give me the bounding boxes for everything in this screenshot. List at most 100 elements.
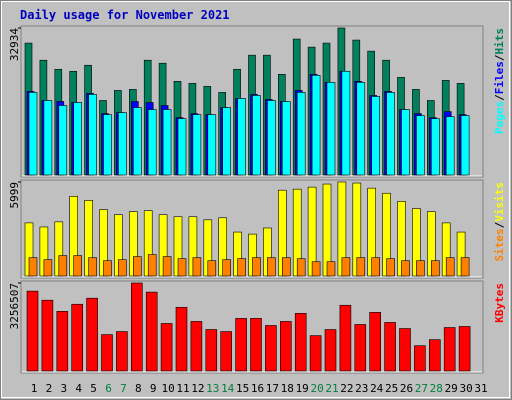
bar (356, 82, 366, 176)
bar (237, 258, 246, 277)
bar (88, 94, 97, 176)
x-tick-label: 16 (251, 382, 264, 395)
legend-entry: Files (493, 61, 506, 94)
bar (162, 109, 172, 176)
bar (430, 260, 440, 277)
bar (205, 329, 218, 372)
bar (131, 282, 143, 372)
x-tick-label: 30 (459, 382, 472, 395)
legend-entry: Pages (493, 101, 506, 134)
bar (103, 260, 112, 277)
bar (26, 290, 39, 372)
x-tick-label: 13 (206, 382, 219, 395)
bar (177, 118, 187, 176)
bar (371, 257, 381, 277)
x-tick-label: 17 (266, 382, 279, 395)
bar (252, 95, 261, 176)
x-tick-label: 14 (221, 382, 235, 395)
x-tick-label: 9 (150, 382, 157, 395)
bar (56, 311, 69, 372)
x-tick-label: 2 (46, 382, 53, 395)
bar (401, 109, 410, 176)
bar (267, 100, 276, 176)
bar (326, 261, 336, 277)
bar (73, 255, 82, 277)
bar (28, 92, 38, 176)
bar (399, 328, 411, 372)
bar (384, 322, 396, 372)
bar (341, 257, 351, 277)
bar (416, 260, 425, 277)
bar (445, 116, 455, 176)
bar (460, 257, 470, 277)
x-tick-label: 23 (355, 382, 368, 395)
bar (28, 257, 38, 277)
bar (445, 257, 455, 277)
bar (458, 326, 471, 372)
bar (414, 345, 426, 372)
bar (147, 254, 157, 277)
legend-entry: Visits (493, 182, 506, 222)
y-tick-label: 5999 (8, 182, 21, 209)
bar (311, 75, 321, 176)
x-tick-label: 8 (135, 382, 142, 395)
x-tick-label: 12 (191, 382, 204, 395)
bar (71, 303, 83, 372)
bar (86, 297, 98, 372)
x-tick-label: 25 (385, 382, 398, 395)
x-tick-label: 24 (370, 382, 384, 395)
x-tick-label: 3 (60, 382, 67, 395)
bar (190, 321, 203, 372)
bar (386, 92, 395, 176)
bar (220, 331, 232, 372)
bar (147, 109, 157, 176)
legend-separator: / (493, 221, 506, 228)
bar (222, 107, 231, 176)
bar (103, 114, 112, 176)
x-tick-label: 28 (430, 382, 443, 395)
legend: Sites/Visits (493, 182, 506, 262)
bar (222, 259, 231, 277)
bar (281, 101, 291, 176)
bar (252, 257, 261, 277)
bar (296, 92, 306, 176)
bar (43, 100, 53, 176)
bar (160, 323, 173, 372)
bar (207, 260, 217, 277)
bar (460, 115, 470, 176)
x-tick-label: 19 (296, 382, 309, 395)
chart-title: Daily usage for November 2021 (20, 8, 230, 22)
bar (356, 257, 366, 277)
bar (162, 256, 172, 277)
bar (118, 112, 127, 176)
bar (237, 98, 246, 176)
bar (267, 257, 276, 277)
x-tick-label: 22 (340, 382, 353, 395)
bar (443, 327, 456, 372)
x-tick-label: 6 (105, 382, 112, 395)
x-tick-label: 7 (120, 382, 127, 395)
bar (133, 256, 142, 277)
bar (386, 258, 395, 277)
x-tick-label: 15 (236, 382, 249, 395)
bar (296, 258, 306, 277)
bar (279, 321, 292, 372)
x-tick-label: 26 (400, 382, 413, 395)
legend-entry: Sites (493, 228, 506, 261)
bar (192, 257, 202, 277)
bar (43, 259, 53, 277)
bar (371, 96, 381, 176)
x-tick-label: 29 (445, 382, 458, 395)
x-tick-label: 11 (176, 382, 189, 395)
bar (281, 257, 291, 277)
bar (369, 312, 382, 372)
legend: KBytes (493, 283, 506, 323)
bar (177, 258, 187, 277)
x-tick-label: 5 (90, 382, 97, 395)
bar (326, 82, 336, 176)
bar (339, 304, 352, 372)
legend-separator: / (493, 94, 506, 101)
x-tick-label: 21 (325, 382, 338, 395)
